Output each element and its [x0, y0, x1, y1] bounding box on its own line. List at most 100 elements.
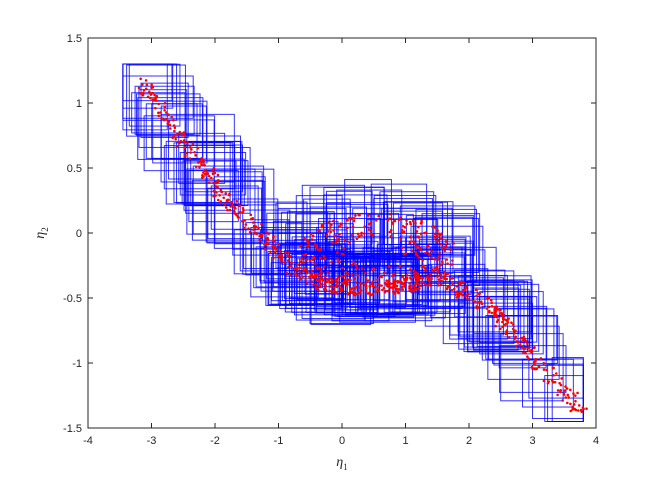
data-point — [207, 174, 211, 178]
data-point — [446, 285, 449, 289]
data-point — [313, 262, 317, 265]
data-point — [371, 269, 375, 273]
data-point — [311, 234, 315, 238]
data-point — [341, 266, 344, 270]
data-point — [546, 381, 550, 385]
uncertainty-box — [140, 82, 189, 138]
data-point — [154, 99, 158, 102]
data-point — [338, 284, 342, 288]
data-point — [553, 380, 557, 384]
data-point — [330, 280, 333, 284]
data-point — [173, 129, 176, 133]
data-point — [329, 289, 333, 293]
data-point — [518, 343, 522, 347]
data-point — [576, 409, 580, 412]
data-point — [423, 266, 427, 270]
data-point — [424, 251, 427, 255]
data-point — [189, 151, 192, 154]
data-point — [162, 118, 166, 122]
data-point — [323, 275, 327, 279]
data-point — [339, 222, 342, 225]
data-point — [376, 278, 379, 281]
data-point — [443, 270, 447, 274]
data-point — [369, 293, 373, 297]
data-point — [320, 225, 324, 229]
x-tick-label: -1 — [274, 435, 284, 447]
data-point — [197, 161, 200, 164]
data-point — [402, 230, 406, 234]
data-point — [364, 286, 368, 290]
uncertainty-box — [134, 85, 195, 135]
data-point — [507, 335, 511, 339]
data-point — [385, 284, 388, 287]
data-point — [522, 351, 525, 355]
data-point — [537, 365, 541, 368]
data-point — [360, 267, 364, 270]
data-point — [403, 226, 407, 229]
data-point — [430, 256, 433, 260]
data-point — [524, 340, 528, 343]
data-point — [255, 232, 259, 236]
data-point — [321, 279, 325, 282]
data-point — [290, 261, 293, 264]
data-point — [301, 261, 305, 264]
data-point — [388, 285, 391, 289]
data-point — [342, 282, 346, 285]
data-point — [318, 248, 321, 252]
data-point — [325, 280, 329, 284]
data-point — [559, 388, 563, 392]
data-point — [346, 291, 350, 295]
data-point — [171, 136, 174, 140]
data-point — [305, 258, 309, 261]
uncertainty-box — [476, 288, 530, 347]
data-point — [386, 289, 390, 293]
data-point — [165, 111, 168, 114]
data-point — [534, 360, 537, 363]
data-point — [371, 280, 375, 284]
data-point — [332, 219, 335, 223]
data-point — [347, 216, 351, 220]
data-point — [355, 266, 359, 270]
data-point — [436, 258, 440, 261]
data-point — [397, 280, 400, 283]
data-point — [368, 284, 371, 288]
data-point — [302, 253, 305, 257]
data-point — [426, 250, 429, 254]
data-point — [336, 276, 340, 279]
data-point — [400, 246, 404, 250]
data-point — [400, 228, 404, 232]
data-point — [308, 259, 312, 262]
data-point — [314, 243, 317, 246]
data-point — [364, 289, 368, 293]
data-point — [323, 282, 327, 285]
data-point — [203, 169, 207, 173]
data-point — [401, 288, 405, 291]
data-point — [188, 157, 192, 160]
data-point — [494, 309, 498, 312]
data-point — [432, 269, 436, 273]
x-tick-label: 2 — [466, 435, 472, 447]
data-point — [157, 111, 160, 115]
uncertainty-box — [143, 115, 216, 172]
data-point — [399, 237, 403, 241]
data-point — [330, 278, 334, 282]
data-point — [580, 410, 583, 413]
data-point — [410, 249, 414, 253]
data-point — [352, 260, 355, 264]
data-point — [166, 122, 170, 125]
data-point — [336, 251, 339, 254]
x-axis-label-subscript: 1 — [343, 462, 348, 472]
data-point — [488, 309, 491, 313]
data-point — [499, 308, 502, 312]
data-point — [436, 229, 439, 232]
data-point — [138, 91, 142, 95]
data-point — [401, 224, 405, 228]
y-tick-label: 0 — [76, 228, 82, 240]
data-point — [350, 263, 354, 267]
data-point — [367, 222, 371, 226]
data-point — [354, 281, 358, 284]
data-point — [393, 282, 396, 285]
data-point — [344, 270, 348, 274]
data-point — [217, 179, 220, 182]
data-point — [376, 286, 379, 290]
